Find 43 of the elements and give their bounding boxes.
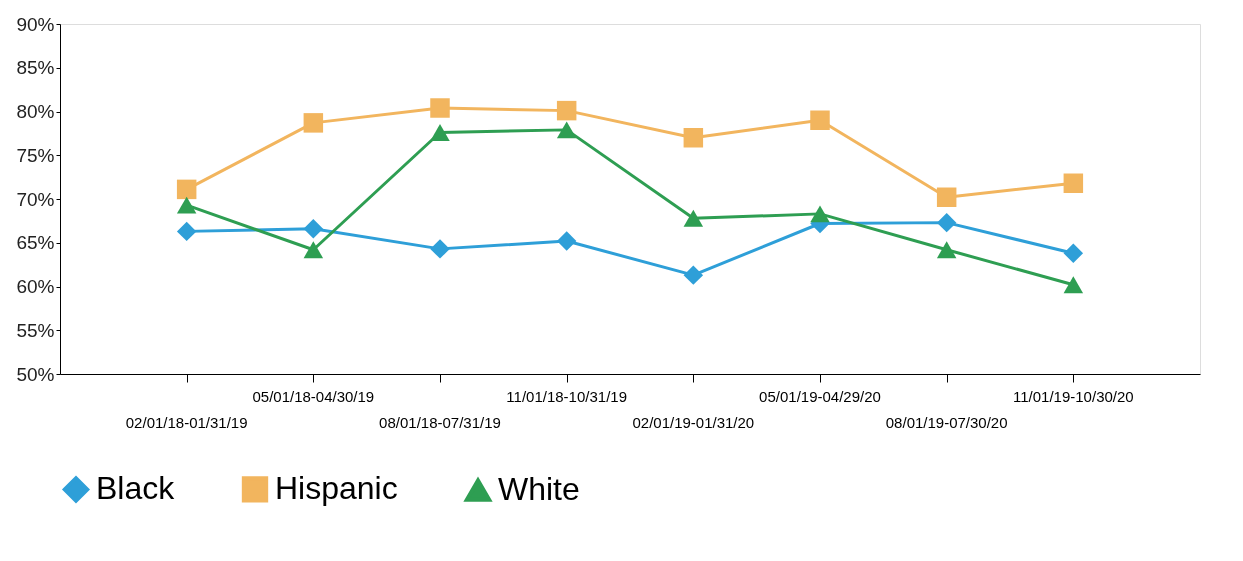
point (683, 265, 704, 285)
point (303, 241, 324, 259)
point (176, 196, 197, 214)
point (176, 221, 197, 242)
y-tick-label: 80% (16, 101, 55, 122)
x-tick-label: 02/01/19-01/31/20 (632, 414, 755, 431)
legend-label: White (498, 471, 580, 508)
point (303, 113, 324, 133)
x-tick-label: 08/01/19-07/30/20 (885, 414, 1008, 431)
y-tick-label: 55% (16, 319, 55, 341)
point (303, 219, 324, 239)
y-tick-label: 65% (16, 232, 55, 254)
y-tick-label: 75% (16, 144, 55, 166)
y-tick-label: 50% (16, 363, 55, 385)
point (936, 241, 957, 259)
y-tick-label: 70% (16, 188, 55, 210)
x-tick-label: 05/01/18-04/30/19 (252, 388, 375, 405)
x-tick-label: 11/01/19-10/30/20 (1013, 388, 1134, 405)
point (430, 239, 450, 259)
point (683, 128, 704, 148)
point (936, 212, 957, 233)
y-tick-label: 60% (16, 276, 55, 297)
point (556, 100, 577, 121)
y-tick-label: 90% (16, 13, 55, 35)
legend-label: Hispanic (275, 470, 398, 507)
point (810, 205, 830, 223)
point (810, 110, 830, 130)
point (936, 187, 957, 207)
point (176, 179, 197, 200)
point (1063, 173, 1084, 193)
y-tick-label: 85% (16, 57, 55, 79)
x-tick-label: 02/01/18-01/31/19 (125, 414, 248, 431)
point (430, 98, 450, 118)
point (1063, 276, 1084, 294)
point (1063, 243, 1084, 263)
legend-label: Black (96, 470, 176, 507)
point (430, 124, 450, 141)
x-tick-label: 08/01/18-07/31/19 (379, 414, 501, 431)
point (683, 209, 704, 227)
x-tick-label: 05/01/19-04/29/20 (759, 388, 881, 405)
point (556, 121, 577, 139)
point (556, 231, 577, 251)
x-tick-label: 11/01/18-10/31/19 (506, 388, 627, 405)
